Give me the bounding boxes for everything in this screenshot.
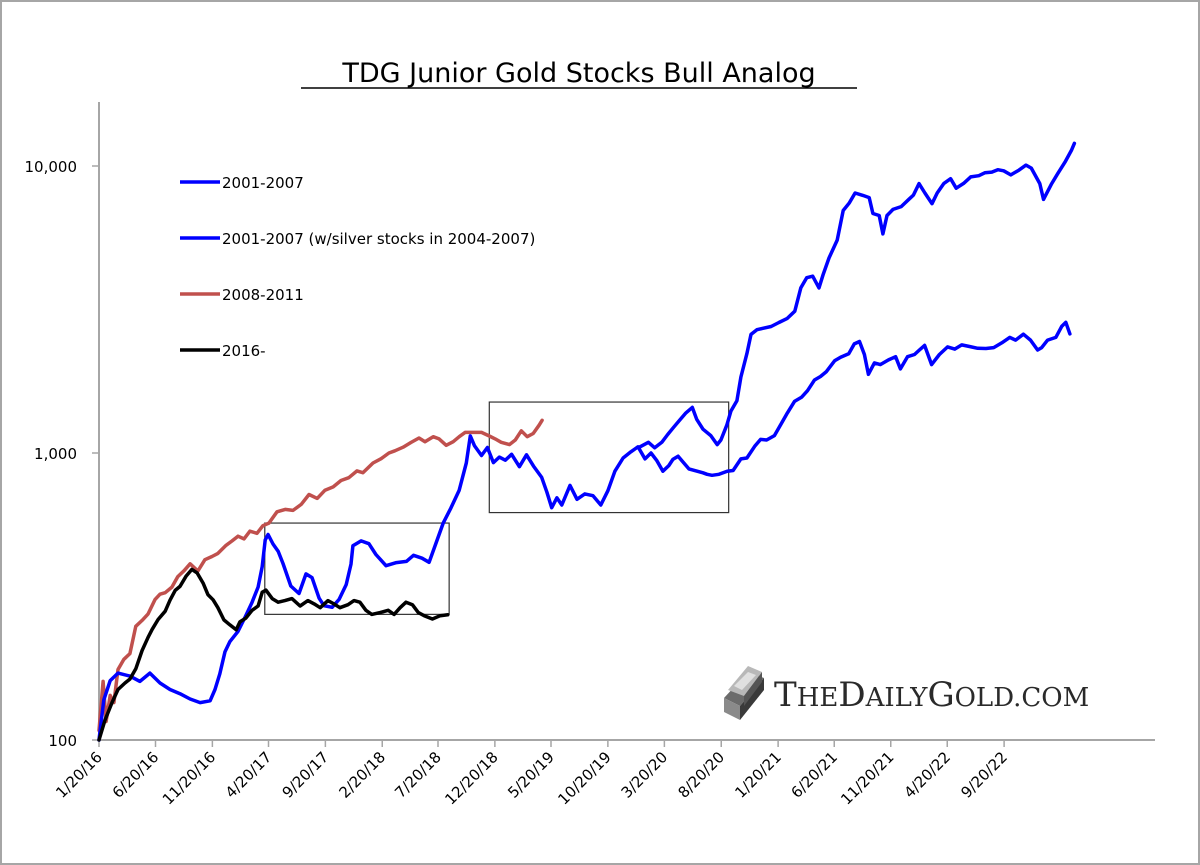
annotation-boxes bbox=[264, 401, 730, 615]
x-tick-label: 4/20/17 bbox=[222, 748, 276, 802]
x-tick-label: 4/20/22 bbox=[900, 748, 954, 802]
legend-label: 2016- bbox=[222, 342, 266, 360]
series-line-2016 bbox=[97, 567, 450, 742]
series-line-2001-2007-w-silver-stocks-in-2004-2007 bbox=[638, 141, 1077, 450]
consolidation-box-2 bbox=[488, 401, 730, 514]
legend-item: 2008-2011 bbox=[180, 286, 304, 304]
x-tick-label: 8/20/20 bbox=[674, 748, 728, 802]
x-tick-label: 1/20/16 bbox=[52, 748, 106, 802]
x-tick-label: 11/20/16 bbox=[159, 748, 219, 808]
x-tick-label: 10/20/19 bbox=[554, 748, 614, 808]
y-tick-label: 1,000 bbox=[34, 445, 77, 463]
x-tick-label: 12/20/18 bbox=[441, 748, 501, 808]
legend-label: 2001-2007 (w/silver stocks in 2004-2007) bbox=[222, 230, 535, 248]
legend-item: 2001-2007 bbox=[180, 174, 304, 192]
x-tick-label: 7/20/18 bbox=[391, 748, 445, 802]
x-tick-label: 3/20/20 bbox=[618, 748, 672, 802]
legend-label: 2008-2011 bbox=[222, 286, 304, 304]
legend-item: 2001-2007 (w/silver stocks in 2004-2007) bbox=[180, 230, 535, 248]
consolidation-box-1 bbox=[264, 522, 450, 615]
series-lines bbox=[97, 141, 1077, 742]
watermark-logo: THEDAILYGOLD.COM bbox=[724, 666, 1089, 720]
y-tick-label: 100 bbox=[48, 732, 77, 750]
watermark-text: THEDAILYGOLD.COM bbox=[774, 675, 1089, 715]
x-tick-label: 11/20/21 bbox=[837, 748, 897, 808]
chart-title-group: TDG Junior Gold Stocks Bull Analog bbox=[301, 58, 857, 89]
x-tick-label: 6/20/21 bbox=[787, 748, 841, 802]
chart-title: TDG Junior Gold Stocks Bull Analog bbox=[341, 58, 815, 89]
legend-label: 2001-2007 bbox=[222, 174, 304, 192]
x-tick-label: 1/20/21 bbox=[731, 748, 785, 802]
x-tick-label: 9/20/22 bbox=[957, 748, 1011, 802]
x-tick-label: 6/20/16 bbox=[109, 748, 163, 802]
legend: 2001-2007 2001-2007 (w/silver stocks in 2… bbox=[180, 174, 535, 360]
series-line-2001-2007 bbox=[97, 320, 1072, 742]
y-tick-label: 10,000 bbox=[25, 158, 78, 176]
legend-item: 2016- bbox=[180, 342, 266, 360]
series-line-2008-2011 bbox=[97, 418, 544, 733]
x-tick-label: 9/20/17 bbox=[279, 748, 333, 802]
x-tick-label: 5/20/19 bbox=[504, 748, 558, 802]
gold-bar-icon bbox=[724, 666, 764, 720]
x-tick-label: 2/20/18 bbox=[335, 748, 389, 802]
